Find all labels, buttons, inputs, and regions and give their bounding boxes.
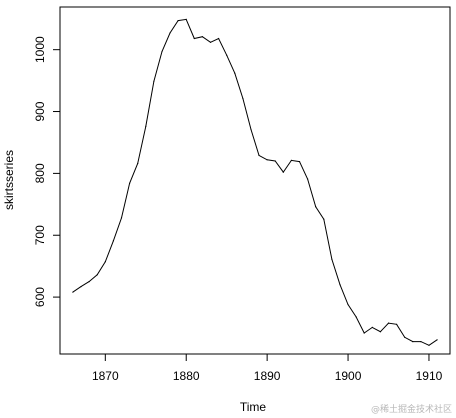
- data-point: [96, 274, 98, 276]
- x-tick-label: 1870: [92, 369, 119, 383]
- data-point: [379, 331, 381, 333]
- data-point: [129, 182, 131, 184]
- y-tick-label: 1000: [33, 36, 47, 63]
- data-point: [315, 206, 317, 208]
- data-point: [120, 217, 123, 219]
- data-point: [347, 303, 349, 306]
- data-point: [137, 162, 139, 165]
- data-point: [153, 80, 155, 82]
- data-point: [307, 178, 309, 180]
- y-axis-label: skirtsseries: [2, 150, 16, 210]
- y-axis: 600 700 800 900 1000: [33, 36, 60, 307]
- data-point: [266, 159, 268, 161]
- series-line-skirtsseries: [72, 18, 438, 346]
- series-points: [72, 18, 438, 346]
- data-point: [323, 218, 325, 220]
- data-point: [363, 332, 365, 334]
- data-point: [218, 37, 220, 40]
- data-point: [112, 240, 114, 242]
- data-point: [104, 261, 106, 263]
- data-point: [72, 291, 74, 293]
- data-point: [234, 72, 236, 74]
- data-point: [193, 37, 195, 40]
- x-axis: 1870 1880 1890 1900 1910: [92, 354, 443, 383]
- data-point: [145, 125, 147, 127]
- data-point: [396, 323, 398, 325]
- y-tick-label: 700: [33, 225, 47, 245]
- data-point: [258, 154, 260, 156]
- data-point: [201, 36, 203, 38]
- x-tick-label: 1900: [335, 369, 362, 383]
- data-point: [177, 20, 179, 22]
- plot-frame: [59, 6, 451, 355]
- data-point: [355, 316, 357, 318]
- x-axis-label: Time: [240, 400, 267, 414]
- y-tick-label: 600: [33, 287, 47, 307]
- x-tick-label: 1890: [254, 369, 281, 383]
- data-point: [209, 41, 212, 43]
- data-point: [80, 286, 82, 288]
- data-point: [169, 32, 171, 34]
- data-point: [436, 339, 438, 341]
- data-point: [371, 326, 373, 328]
- data-point: [290, 159, 292, 161]
- x-tick-label: 1910: [416, 369, 443, 383]
- data-point: [412, 341, 414, 343]
- data-point: [404, 336, 406, 338]
- data-point: [226, 54, 228, 56]
- data-point: [282, 171, 284, 173]
- data-point: [298, 161, 301, 163]
- data-point: [331, 258, 333, 260]
- watermark: @稀土掘金技术社区: [370, 405, 452, 415]
- data-point: [185, 18, 187, 20]
- x-tick-label: 1880: [173, 369, 200, 383]
- y-tick-label: 800: [33, 163, 47, 183]
- data-point: [428, 344, 430, 346]
- data-point: [339, 284, 341, 286]
- data-point: [250, 128, 252, 131]
- data-point: [420, 341, 422, 343]
- data-point: [242, 97, 244, 100]
- data-point: [88, 281, 90, 283]
- y-tick-label: 900: [33, 101, 47, 121]
- data-point: [274, 160, 276, 162]
- data-point: [161, 50, 163, 53]
- data-point: [387, 322, 390, 324]
